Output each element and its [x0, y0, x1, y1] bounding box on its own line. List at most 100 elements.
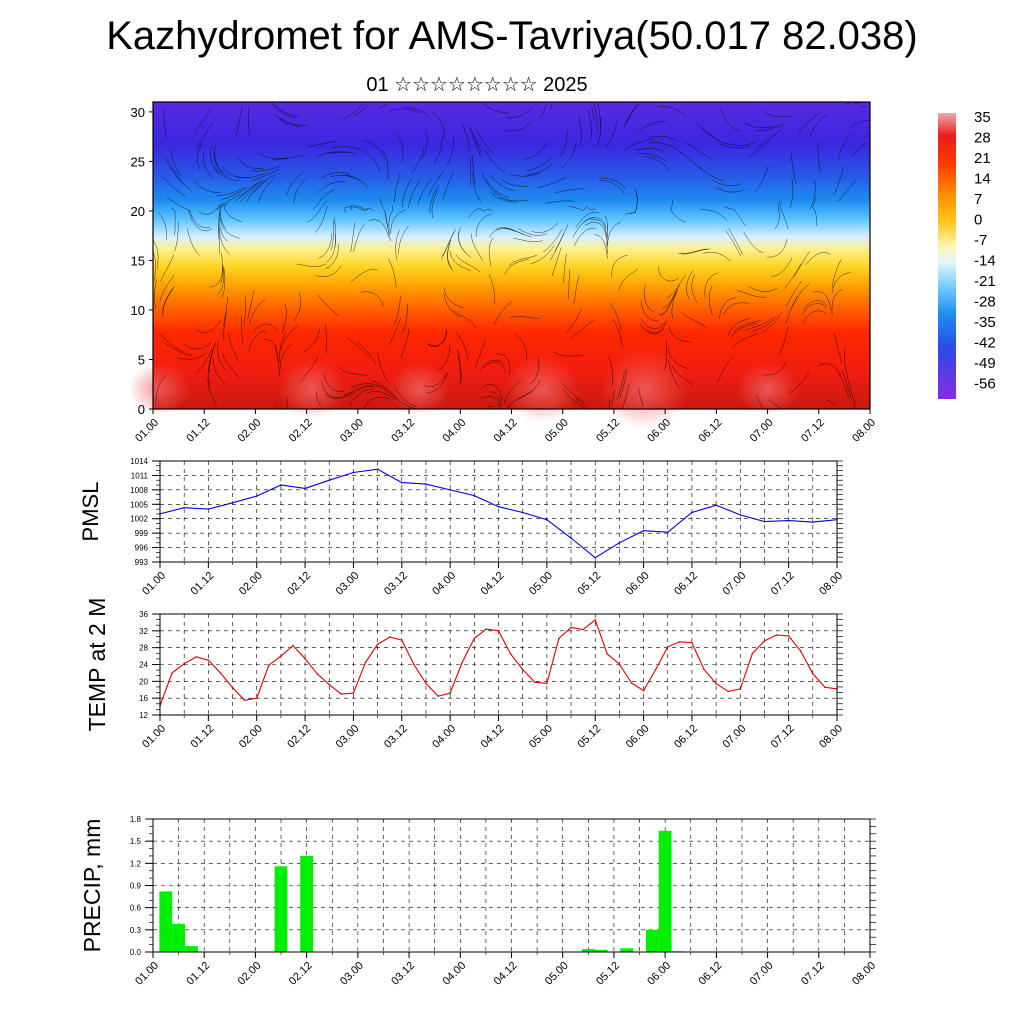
wind-streamline: [482, 362, 507, 374]
data-point: [400, 481, 403, 484]
y-tick-label: 25: [131, 154, 145, 169]
wind-streamline: [286, 397, 289, 408]
wind-streamline: [678, 150, 703, 170]
wind-streamline: [666, 274, 687, 299]
wind-streamline: [159, 274, 175, 302]
wind-streamline: [350, 383, 380, 388]
wind-streamline: [625, 192, 638, 215]
wind-streamline: [468, 125, 482, 153]
wind-streamline: [166, 196, 190, 215]
wind-streamline: [593, 102, 598, 133]
wind-streamline: [507, 106, 534, 119]
wind-streamline: [863, 135, 869, 138]
wind-streamline: [475, 129, 494, 155]
wind-streamline: [817, 363, 842, 377]
data-point: [521, 668, 524, 671]
wind-streamline: [748, 138, 773, 158]
wind-streamline: [667, 348, 689, 369]
x-tick-label: 03.12: [389, 417, 417, 445]
wind-streamline: [432, 111, 445, 139]
wind-streamline: [611, 254, 628, 277]
wind-streamline: [700, 209, 728, 222]
wind-streamline: [798, 113, 820, 135]
wind-streamline: [394, 387, 418, 407]
data-point: [582, 628, 584, 631]
wind-streamline: [831, 288, 843, 316]
data-point: [183, 662, 185, 665]
y-tick-label: 1002: [130, 515, 148, 524]
y-tick-label: 1.8: [130, 815, 142, 824]
x-tick-label: 02.00: [236, 960, 264, 988]
wind-streamline: [443, 293, 461, 318]
wind-streamline: [330, 220, 334, 251]
wind-streamline: [347, 386, 376, 398]
data-point: [666, 646, 669, 648]
y-tick-label: 1.2: [130, 859, 142, 868]
data-point: [751, 652, 754, 655]
data-point: [497, 630, 500, 632]
wind-streamline: [503, 227, 532, 238]
wind-streamline: [164, 343, 193, 356]
data-point: [679, 640, 681, 643]
x-tick-label: 07.00: [748, 960, 776, 988]
color-bar-label: 21: [974, 150, 991, 167]
wind-streamline: [461, 122, 470, 152]
wind-streamline: [214, 166, 240, 181]
wind-streamline: [442, 228, 456, 257]
wind-streamline: [681, 312, 707, 329]
wind-streamline: [574, 397, 588, 408]
wind-streamline: [716, 187, 746, 193]
wind-streamline: [617, 370, 625, 400]
wind-streamline: [531, 222, 559, 233]
data-point: [763, 640, 766, 642]
color-bar-label: -14: [974, 253, 996, 270]
data-point: [231, 502, 234, 504]
x-tick-label: 04.12: [479, 570, 507, 598]
data-point: [425, 682, 427, 685]
wind-streamline: [802, 300, 828, 311]
wind-streamline: [456, 348, 462, 379]
wind-streamline: [203, 151, 214, 179]
wind-streamline: [638, 387, 644, 407]
data-point: [376, 468, 379, 470]
wind-streamline: [350, 205, 375, 212]
x-tick-label: 04.12: [492, 960, 520, 988]
wind-streamline: [219, 213, 228, 242]
wind-streamline: [590, 219, 607, 240]
data-point: [618, 541, 621, 544]
x-tick-label: 04.00: [430, 723, 458, 751]
wind-streamline: [433, 135, 443, 164]
y-tick-label: 1008: [130, 486, 148, 495]
wind-streamline: [221, 353, 240, 379]
wind-streamline: [342, 104, 363, 120]
temperature-panel: 12 16 20 24 28 32 36 01.00 01.12 02.00 02.12 03.00 0…: [84, 598, 845, 751]
wind-streamline: [509, 316, 540, 319]
wind-streamline: [671, 365, 694, 386]
wind-streamline: [376, 352, 388, 382]
wind-streamline: [194, 108, 212, 134]
wind-streamline: [719, 143, 750, 149]
wind-streamline: [809, 180, 816, 210]
wind-streamline: [217, 266, 225, 296]
wind-streamline: [834, 334, 843, 364]
wind-streamline: [550, 104, 553, 110]
wind-streamline: [152, 251, 156, 282]
wind-streamline: [736, 290, 767, 298]
data-point: [340, 693, 343, 695]
wind-streamline: [708, 285, 713, 315]
wind-streamline: [788, 371, 810, 394]
wind-streamline: [472, 173, 482, 202]
wind-streamline: [157, 212, 167, 241]
data-point: [207, 659, 210, 662]
data-point: [739, 514, 742, 516]
wind-streamline: [844, 347, 848, 377]
wind-streamline: [846, 376, 856, 406]
wind-streamline: [836, 371, 850, 400]
data-point: [703, 668, 705, 671]
wind-streamline: [389, 108, 420, 114]
x-tick-label: 06.00: [624, 723, 652, 751]
wind-streamline: [833, 166, 844, 196]
data-point: [715, 682, 717, 685]
wind-streamline: [388, 317, 401, 346]
